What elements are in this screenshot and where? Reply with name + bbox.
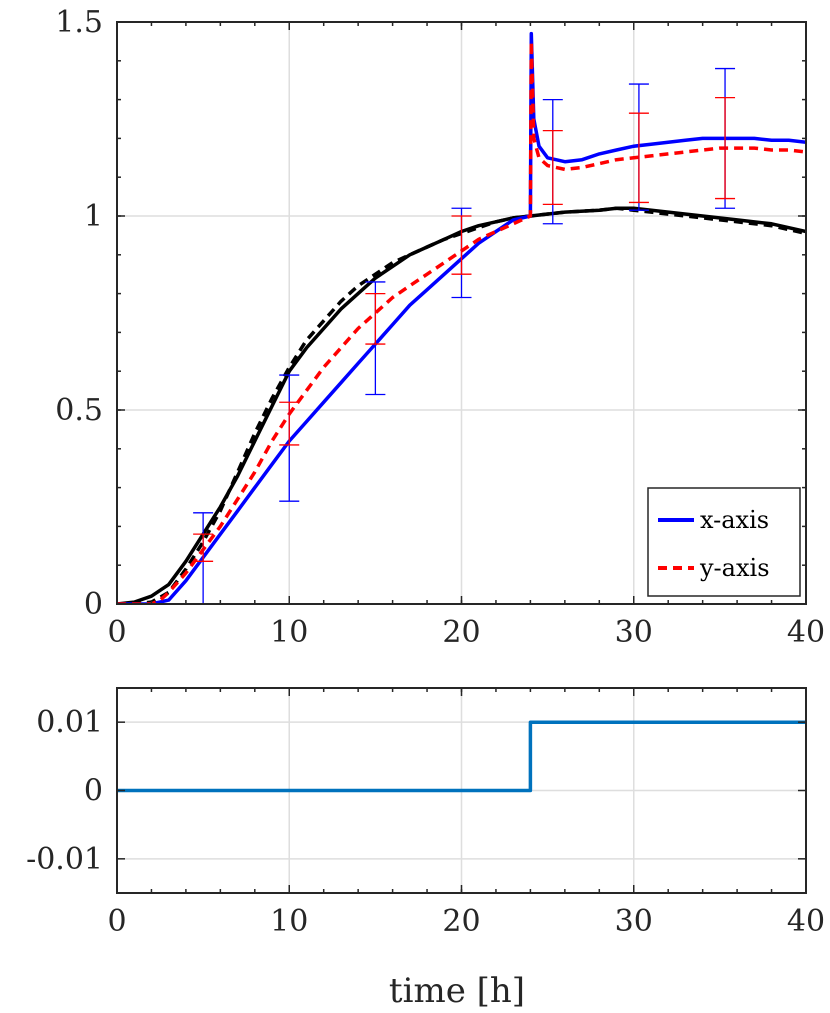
x-tick-label: 10 <box>270 615 308 650</box>
legend-box <box>647 487 801 597</box>
x-tick-label: 40 <box>787 904 825 939</box>
top-chart: 0 10 20 30 40 0 0.5 1 1.5 x-axis y-axis <box>55 5 825 650</box>
y-tick-label: 1.5 <box>55 5 103 40</box>
y-tick-label: -0.01 <box>26 842 103 877</box>
x-tick-label: 20 <box>442 615 480 650</box>
x-axis-title: time [h] <box>389 971 525 1011</box>
series-line-0 <box>117 720 806 793</box>
y-tick-label: 0 <box>84 774 103 809</box>
bottom-series <box>117 720 806 793</box>
top-ticks: 0 10 20 30 40 0 0.5 1 1.5 <box>55 5 825 650</box>
legend: x-axis y-axis <box>647 487 801 597</box>
series-line-y-axis <box>117 39 806 604</box>
legend-label-x-axis: x-axis <box>700 506 769 534</box>
x-tick-label: 20 <box>442 904 480 939</box>
x-tick-label: 0 <box>107 615 126 650</box>
x-tick-label: 30 <box>615 904 653 939</box>
top-series <box>117 31 806 604</box>
y-tick-label: 1 <box>84 199 103 234</box>
x-tick-label: 0 <box>107 904 126 939</box>
legend-label-y-axis: y-axis <box>699 554 770 582</box>
x-tick-label: 40 <box>787 615 825 650</box>
y-tick-label: 0 <box>84 587 103 622</box>
y-tick-label: 0.01 <box>36 705 103 740</box>
y-tick-label: 0.5 <box>55 393 103 428</box>
series-line-3 <box>117 206 806 604</box>
x-tick-label: 30 <box>615 615 653 650</box>
series-line-x-axis <box>117 31 806 604</box>
x-tick-label: 10 <box>270 904 308 939</box>
